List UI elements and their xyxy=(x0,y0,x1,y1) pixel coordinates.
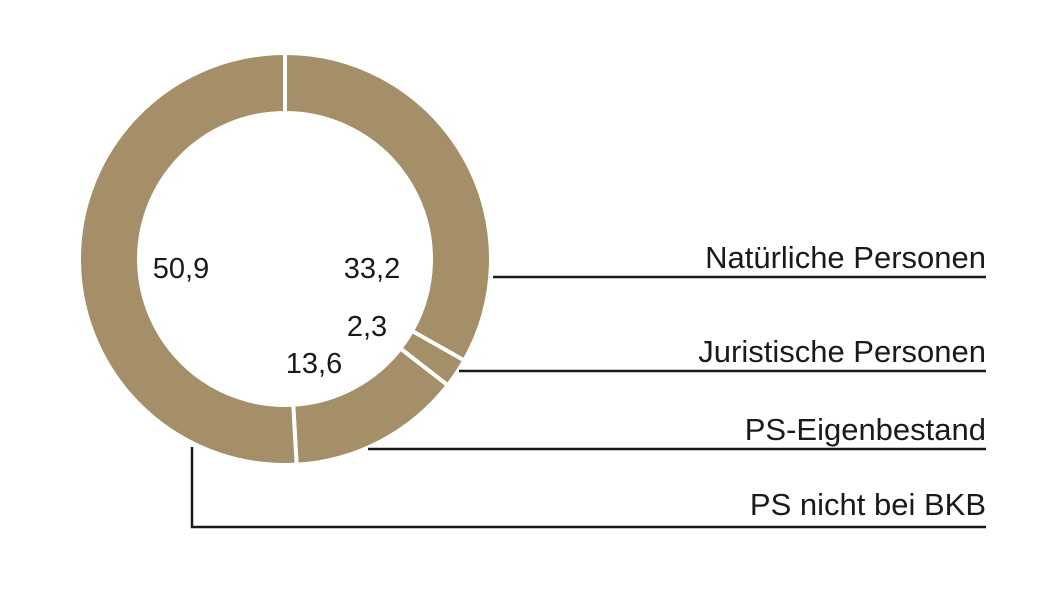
value-label-ps-nicht-bei-bkb: 50,9 xyxy=(153,253,209,285)
leader-lines xyxy=(190,275,986,529)
legend-label-juristische-personen: Juristische Personen xyxy=(698,334,986,369)
slice-ps-nicht-bei-bkb xyxy=(77,50,299,467)
value-labels: 33,2 2,3 13,6 50,9 xyxy=(153,253,400,380)
value-label-natuerliche-personen: 33,2 xyxy=(344,253,400,285)
legend-label-ps-eigenbestand: PS-Eigenbestand xyxy=(745,412,986,447)
value-label-ps-eigenbestand: 13,6 xyxy=(286,348,342,380)
legend: Natürliche Personen Juristische Personen… xyxy=(698,240,986,522)
slice-natuerliche-personen xyxy=(283,50,493,364)
value-label-juristische-personen: 2,3 xyxy=(347,311,387,343)
donut-slices xyxy=(77,50,493,467)
legend-label-natuerliche-personen: Natürliche Personen xyxy=(705,240,986,275)
legend-label-ps-nicht-bei-bkb: PS nicht bei BKB xyxy=(750,487,986,522)
leader-line-ps-nicht-bei-bkb xyxy=(190,447,986,529)
